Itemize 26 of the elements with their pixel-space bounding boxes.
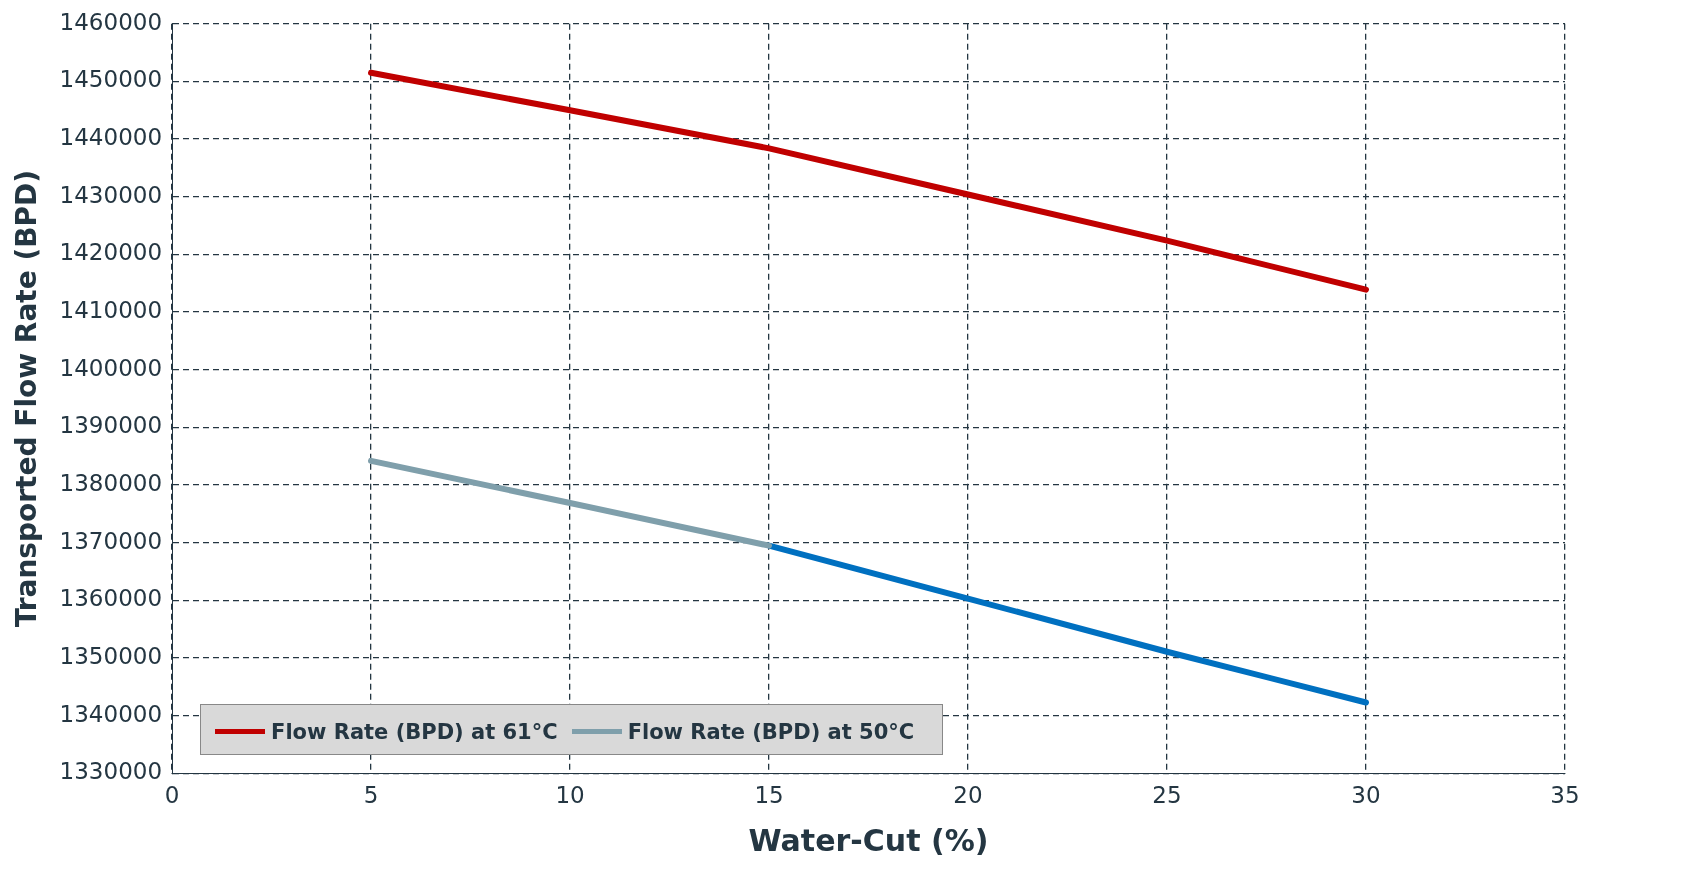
y-axis-title: Transported Flow Rate (BPD) <box>10 169 44 628</box>
x-axis-title: Water-Cut (%) <box>748 822 989 858</box>
y-tick-label: 1460000 <box>59 8 163 35</box>
y-tick-label: 1360000 <box>59 585 163 612</box>
legend-label: Flow Rate (BPD) at 50°C <box>627 719 915 744</box>
legend-label: Flow Rate (BPD) at 61°C <box>271 719 558 744</box>
x-tick-label: 15 <box>754 782 784 809</box>
y-tick-label: 1380000 <box>59 470 163 497</box>
y-tick-label: 1330000 <box>59 758 163 785</box>
y-tick-label: 1400000 <box>59 354 163 381</box>
y-tick-label: 1430000 <box>59 181 163 208</box>
x-tick-label: 5 <box>363 782 379 809</box>
x-tick-label: 25 <box>1152 782 1182 809</box>
x-tick-label: 35 <box>1550 782 1580 809</box>
y-tick-label: 1370000 <box>59 527 163 554</box>
x-tick-label: 20 <box>953 782 983 809</box>
y-tick-label: 1340000 <box>59 700 163 727</box>
y-tick-label: 1390000 <box>59 412 163 439</box>
y-tick-label: 1420000 <box>59 239 163 266</box>
x-tick-label: 0 <box>164 782 180 809</box>
x-tick-label: 30 <box>1351 782 1381 809</box>
y-tick-label: 1410000 <box>59 297 163 324</box>
y-tick-label: 1450000 <box>59 66 163 93</box>
y-tick-label: 1440000 <box>59 124 163 151</box>
x-tick-label: 10 <box>555 782 585 809</box>
y-tick-label: 1350000 <box>59 643 163 670</box>
